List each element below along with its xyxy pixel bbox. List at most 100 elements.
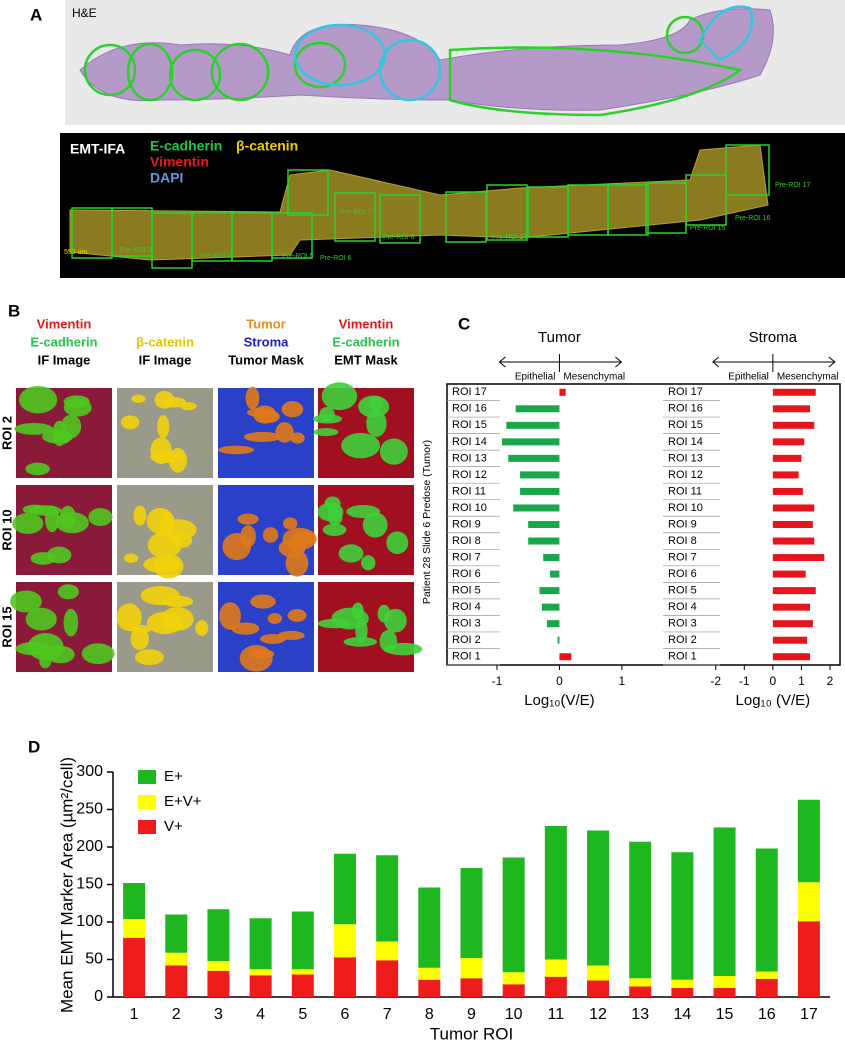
x-tick-label: 0	[770, 674, 777, 688]
legend-label: E+	[164, 768, 183, 785]
bar-segment	[629, 841, 652, 979]
x-tick-label: 17	[800, 1006, 818, 1023]
micrograph-blob	[362, 512, 388, 538]
micrograph-blob	[124, 553, 139, 563]
y-tick-label: 0	[94, 988, 103, 1005]
micrograph-blob	[338, 544, 364, 563]
micrograph-blob	[239, 645, 273, 672]
micrograph-blob	[321, 382, 358, 411]
micrograph-blob	[46, 645, 75, 664]
bar	[513, 504, 560, 512]
bar	[528, 521, 560, 528]
micrograph-blob	[14, 422, 54, 435]
bar-segment	[502, 984, 525, 997]
micrograph-blob	[63, 608, 79, 637]
panel-label: C	[458, 314, 470, 333]
bar-segment	[460, 958, 483, 979]
chart-title: Tumor	[538, 329, 581, 346]
chart-title: Stroma	[749, 329, 798, 346]
x-axis-label: Log₁₀(V/E)	[524, 692, 594, 709]
arrow-label: Mesenchymal	[777, 372, 839, 383]
roi-box	[445, 191, 487, 243]
column-header: IF Image	[139, 352, 192, 367]
micrograph-blob	[322, 523, 347, 536]
marker-label: Vimentin	[150, 154, 209, 170]
category-label: ROI 17	[452, 386, 487, 398]
x-tick-label: 16	[758, 1006, 776, 1023]
bar-segment	[291, 969, 314, 975]
bar-segment	[587, 980, 610, 997]
micrograph-blob	[290, 432, 305, 444]
category-label: ROI 7	[452, 551, 481, 563]
category-label: ROI 14	[668, 436, 703, 448]
micrograph-blob	[386, 531, 409, 555]
bar	[772, 388, 816, 396]
column-header: β-catenin	[136, 334, 194, 349]
column-header: E-cadherin	[30, 334, 97, 349]
micrograph-blob	[157, 415, 170, 439]
bar	[772, 521, 813, 528]
micrograph-blob	[163, 397, 187, 408]
micrograph-blob	[46, 546, 72, 564]
bar-segment	[291, 974, 314, 997]
bar-segment	[165, 952, 188, 966]
roi-outlines	[293, 5, 754, 102]
category-label: ROI 4	[668, 601, 697, 613]
x-tick-label: 13	[631, 1006, 649, 1023]
legend-label: E+V+	[164, 793, 202, 810]
arrow-label: Epithelial	[515, 372, 556, 383]
micrograph-blob	[147, 531, 182, 559]
x-tick-label: 14	[673, 1006, 691, 1023]
bar	[772, 487, 803, 495]
micrograph-blob	[384, 642, 423, 656]
category-label: ROI 2	[668, 634, 697, 646]
category-label: ROI 9	[668, 518, 697, 530]
roi-label: Pre-ROI 15	[690, 225, 726, 232]
marker-label: E-cadherin	[150, 138, 222, 154]
micrograph-blob	[116, 603, 142, 632]
x-tick-label: 11	[548, 1006, 565, 1023]
bar	[772, 421, 815, 429]
roi-label: Pre-ROI 10	[492, 234, 528, 241]
bar-segment	[713, 976, 736, 988]
micrograph-blob	[135, 649, 164, 666]
micrograph-blob	[313, 428, 339, 437]
category-label: ROI 6	[668, 568, 697, 580]
bar	[772, 405, 810, 413]
micrograph-blob	[231, 622, 260, 635]
x-tick-label: 1	[130, 1006, 139, 1023]
micrograph-blob	[12, 513, 44, 534]
micrograph-blob	[150, 437, 172, 464]
micrograph-blob	[341, 432, 381, 459]
micrograph-blob	[219, 602, 241, 630]
micrograph-blob	[331, 607, 369, 630]
bar	[550, 570, 560, 578]
category-label: ROI 11	[668, 485, 702, 497]
bar	[506, 421, 560, 429]
bar-segment	[418, 979, 441, 997]
bar	[772, 454, 802, 462]
micrograph-blob	[324, 496, 341, 511]
bar-segment	[797, 882, 820, 922]
bar-segment	[333, 924, 356, 958]
arrow-head	[712, 356, 836, 368]
micrograph-blob	[260, 633, 286, 644]
category-label: ROI 8	[452, 535, 481, 547]
bar-segment	[165, 914, 188, 953]
category-label: ROI 5	[668, 585, 697, 597]
bar-segment	[629, 978, 652, 987]
arrow-label: Epithelial	[728, 372, 769, 383]
bar-segment	[797, 799, 820, 883]
bar-segment	[123, 919, 146, 938]
x-tick-label: -2	[710, 674, 721, 688]
roi-label: Pre-ROI 16	[735, 215, 771, 222]
x-tick-label: 2	[172, 1006, 181, 1023]
x-tick-label: -1	[739, 674, 750, 688]
micrograph-blob	[275, 422, 294, 443]
micrograph-blob	[267, 613, 283, 624]
plot-frame	[446, 383, 841, 666]
roi-outlines	[83, 15, 705, 102]
column-header: E-cadherin	[332, 334, 399, 349]
column-header: EMT Mask	[334, 352, 398, 367]
roi-outline	[448, 46, 743, 117]
